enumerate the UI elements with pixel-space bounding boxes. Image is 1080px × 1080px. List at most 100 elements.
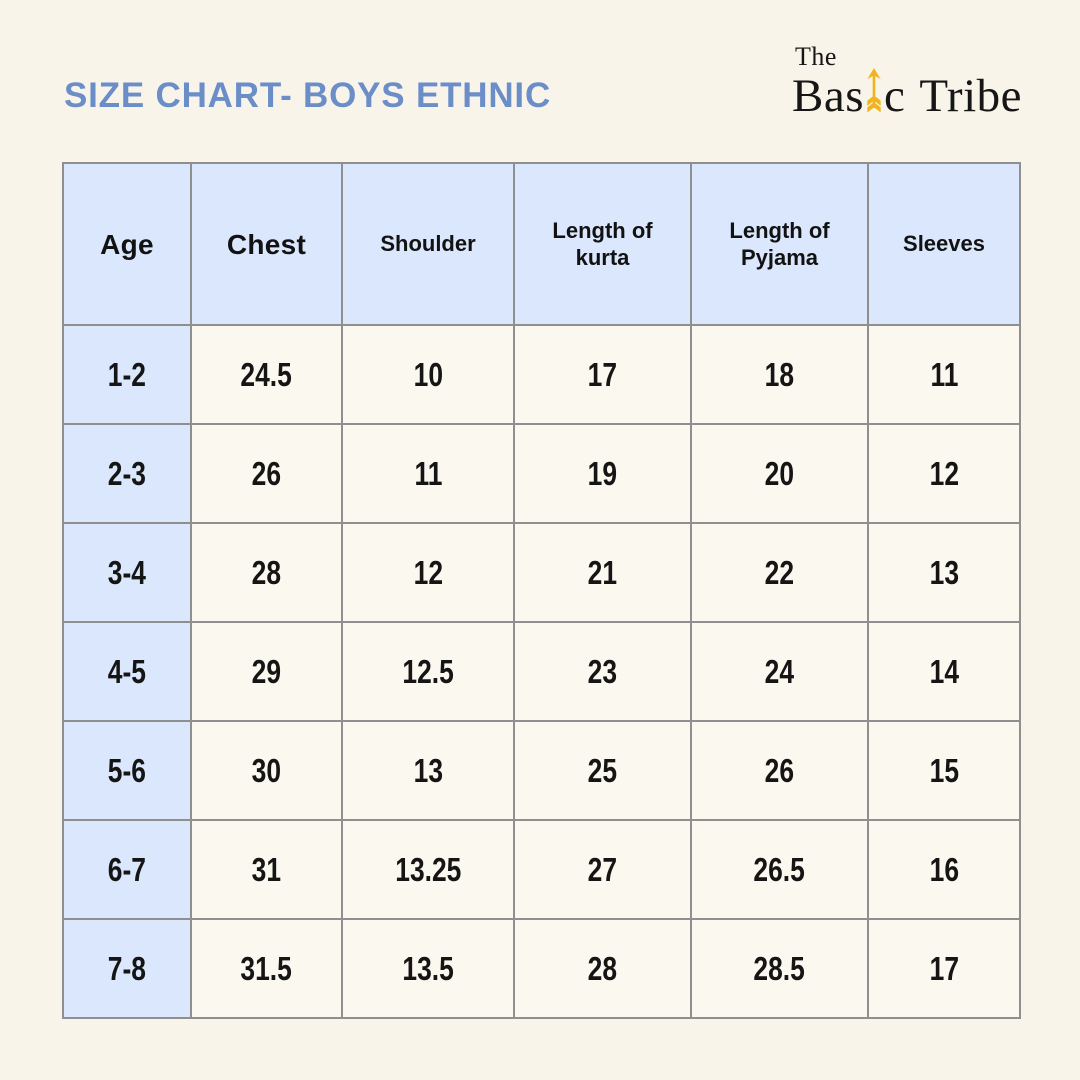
size-chart-table: Age Chest Shoulder Length of kurta Lengt… [62, 162, 1021, 1019]
cell-value: 23 [587, 652, 618, 690]
table-cell: 29 [190, 621, 343, 722]
table-cell-age: 3-4 [62, 522, 192, 623]
table-cell: 12.5 [341, 621, 515, 722]
table-cell: 28 [190, 522, 343, 623]
table-cell-age: 1-2 [62, 324, 192, 425]
table-row: 6-7 31 13.25 27 26.5 16 [62, 819, 1021, 920]
cell-value: 13.25 [394, 850, 462, 888]
table-cell: 17 [867, 918, 1021, 1019]
table-cell: 31.5 [190, 918, 343, 1019]
cell-value: 11 [930, 355, 958, 393]
cell-value: 2-3 [107, 454, 147, 492]
table-cell: 24.5 [190, 324, 343, 425]
table-row: 3-4 28 12 21 22 13 [62, 522, 1021, 623]
cell-value: 30 [251, 751, 282, 789]
cell-value: 31.5 [240, 949, 293, 987]
table-row: 2-3 26 11 19 20 12 [62, 423, 1021, 524]
table-cell-age: 7-8 [62, 918, 192, 1019]
table-cell: 28.5 [690, 918, 869, 1019]
cell-value: 22 [764, 553, 795, 591]
table-cell: 11 [867, 324, 1021, 425]
cell-value: 26 [251, 454, 282, 492]
cell-value: 29 [251, 652, 282, 690]
table-cell: 15 [867, 720, 1021, 821]
column-header-pyjama-length: Length of Pyjama [690, 162, 869, 326]
table-cell: 22 [690, 522, 869, 623]
table-cell-age: 6-7 [62, 819, 192, 920]
cell-value: 10 [413, 355, 443, 393]
cell-value: 7-8 [107, 949, 147, 987]
table-cell: 26 [190, 423, 343, 524]
table-cell: 21 [513, 522, 692, 623]
table-cell-age: 2-3 [62, 423, 192, 524]
cell-value: 1-2 [107, 355, 147, 393]
cell-value: 5-6 [107, 751, 147, 789]
column-header-age: Age [62, 162, 192, 326]
cell-value: 14 [929, 652, 959, 690]
table-cell-age: 4-5 [62, 621, 192, 722]
table-cell: 17 [513, 324, 692, 425]
cell-value: 19 [587, 454, 618, 492]
cell-value: 11 [414, 454, 442, 492]
table-row: 4-5 29 12.5 23 24 14 [62, 621, 1021, 722]
cell-value: 21 [587, 553, 618, 591]
table-cell: 28 [513, 918, 692, 1019]
table-cell: 11 [341, 423, 515, 524]
table-cell: 27 [513, 819, 692, 920]
table-cell: 30 [190, 720, 343, 821]
table-cell: 13.25 [341, 819, 515, 920]
table-cell: 24 [690, 621, 869, 722]
cell-value: 13 [413, 751, 443, 789]
table-cell: 16 [867, 819, 1021, 920]
cell-value: 28 [587, 949, 618, 987]
table-cell: 26.5 [690, 819, 869, 920]
table-cell: 25 [513, 720, 692, 821]
column-header-sleeves: Sleeves [867, 162, 1021, 326]
table-cell: 23 [513, 621, 692, 722]
brand-text-c: c [883, 70, 906, 122]
column-header-kurta-length: Length of kurta [513, 162, 692, 326]
cell-value: 28 [251, 553, 282, 591]
table-cell: 19 [513, 423, 692, 524]
cell-value: 12 [413, 553, 443, 591]
page-title: SIZE CHART- BOYS ETHNIC [64, 76, 552, 115]
brand-text-tribe: Tribe [919, 70, 1022, 122]
table-cell: 14 [867, 621, 1021, 722]
table-cell: 31 [190, 819, 343, 920]
cell-value: 25 [587, 751, 618, 789]
table-cell: 26 [690, 720, 869, 821]
cell-value: 12 [929, 454, 959, 492]
brand-logo-name: Bas c Tribe [792, 68, 1022, 121]
column-header-shoulder: Shoulder [341, 162, 515, 326]
cell-value: 18 [764, 355, 795, 393]
table-cell-age: 5-6 [62, 720, 192, 821]
table-row: 7-8 31.5 13.5 28 28.5 17 [62, 918, 1021, 1019]
cell-value: 24 [764, 652, 795, 690]
brand-logo-the: The [794, 42, 837, 71]
cell-value: 3-4 [107, 553, 147, 591]
cell-value: 15 [929, 751, 959, 789]
table-cell: 13.5 [341, 918, 515, 1019]
table-cell: 18 [690, 324, 869, 425]
cell-value: 16 [929, 850, 959, 888]
cell-value: 24.5 [240, 355, 293, 393]
cell-value: 17 [929, 949, 959, 987]
cell-value: 20 [764, 454, 795, 492]
cell-value: 26.5 [753, 850, 806, 888]
brand-text-bas: Bas [791, 70, 864, 122]
cell-value: 28.5 [753, 949, 806, 987]
cell-value: 13.5 [402, 949, 454, 987]
cell-value: 26 [764, 751, 795, 789]
table-row: 5-6 30 13 25 26 15 [62, 720, 1021, 821]
brand-logo: The Bas c Tribe [792, 42, 1022, 121]
column-header-chest: Chest [190, 162, 343, 326]
header-row: Age Chest Shoulder Length of kurta Lengt… [62, 162, 1021, 326]
cell-value: 6-7 [107, 850, 147, 888]
table-cell: 12 [341, 522, 515, 623]
table-cell: 13 [341, 720, 515, 821]
table-cell: 10 [341, 324, 515, 425]
table-row: 1-2 24.5 10 17 18 11 [62, 324, 1021, 425]
cell-value: 27 [587, 850, 618, 888]
cell-value: 31 [251, 850, 282, 888]
up-arrow-icon [867, 68, 881, 113]
